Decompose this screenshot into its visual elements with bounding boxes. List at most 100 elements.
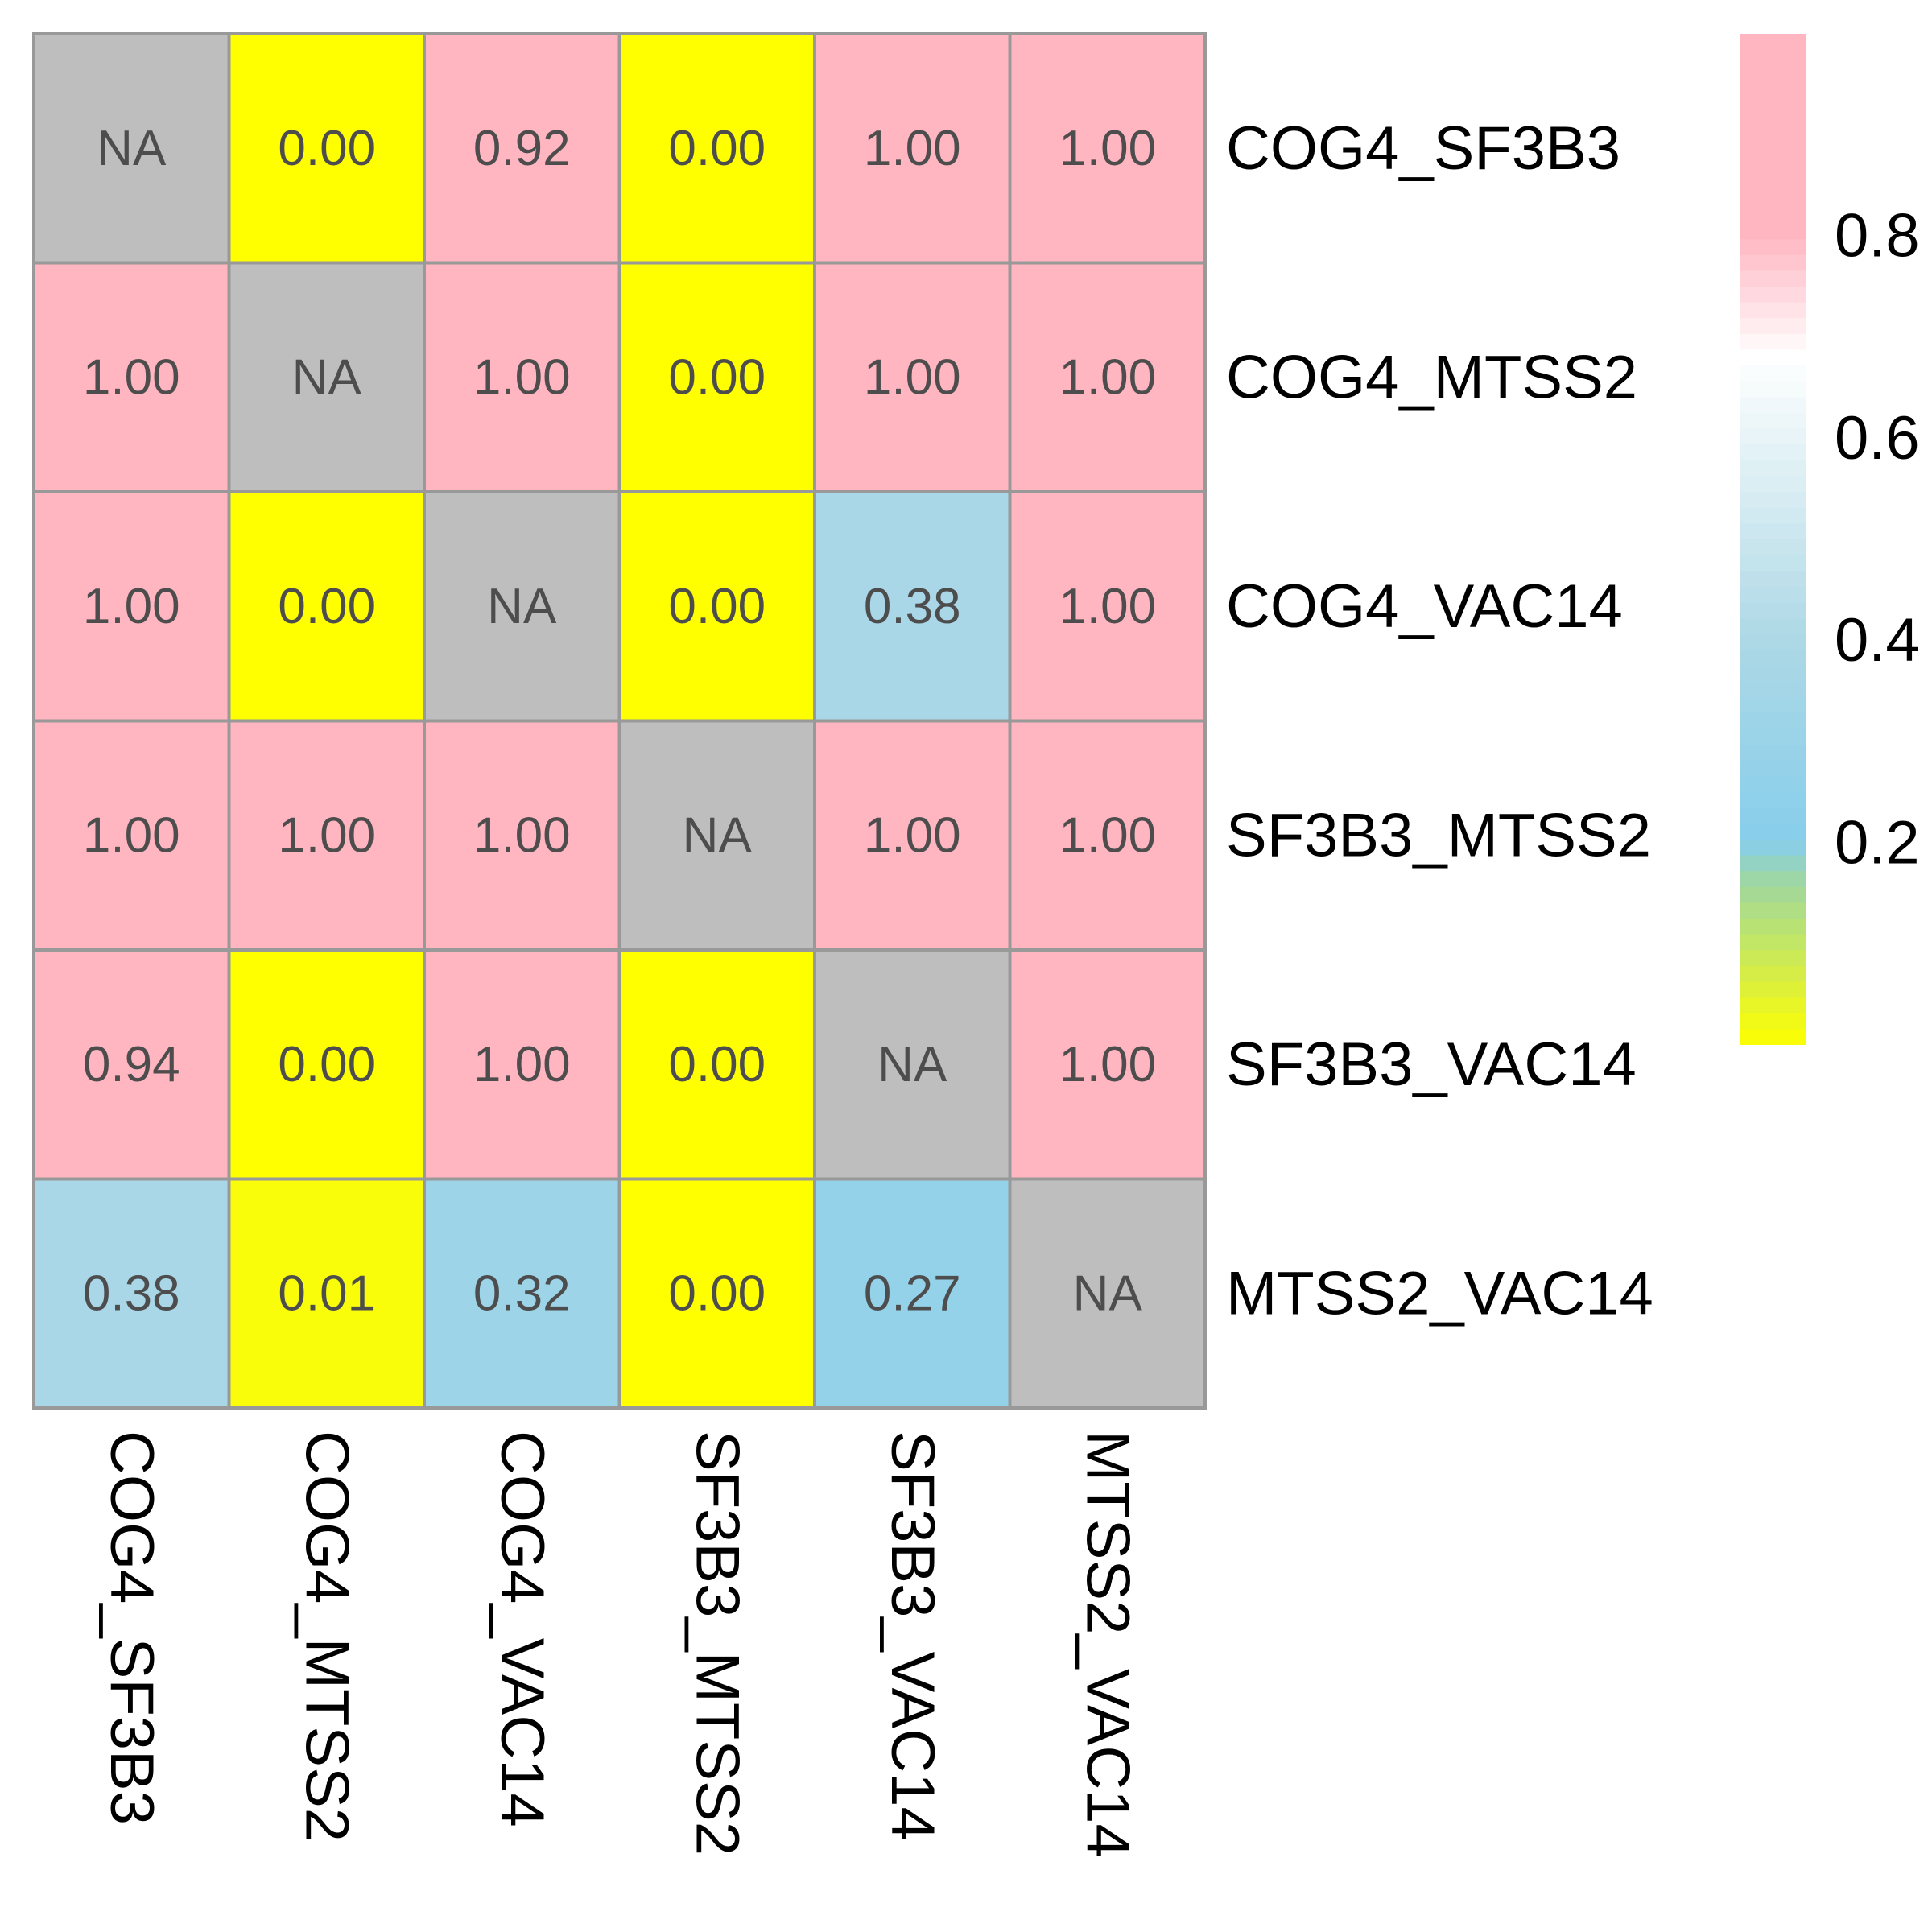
cell-value-label: 0.00	[668, 121, 766, 176]
legend-color-step	[1740, 681, 1806, 699]
legend-color-step	[1740, 697, 1806, 714]
heatmap-cells	[32, 32, 1207, 1410]
legend-color-step	[1740, 807, 1806, 825]
heatmap-cell	[423, 948, 621, 1181]
heatmap-cell	[227, 32, 426, 265]
legend-color-step	[1740, 397, 1806, 414]
heatmap-cell	[1008, 948, 1207, 1181]
cell-value-label: NA	[1073, 1265, 1143, 1321]
legend-color-step	[1740, 381, 1806, 398]
row-label: COG4_SF3B3	[1226, 114, 1620, 183]
legend-color-step	[1740, 997, 1806, 1014]
cell-value-label: 1.00	[1059, 1037, 1156, 1092]
legend-color-step	[1740, 950, 1806, 967]
cell-value-label: 1.00	[83, 579, 180, 634]
legend-color-step	[1740, 919, 1806, 935]
cell-value-label: 0.00	[278, 1037, 375, 1092]
legend-tick-label: 0.2	[1835, 808, 1920, 877]
legend-tick-label: 0.6	[1835, 404, 1920, 473]
row-label: COG4_MTSS2	[1226, 343, 1637, 411]
heatmap-cell	[813, 948, 1012, 1181]
legend-tick-label: 0.8	[1835, 202, 1920, 270]
heatmap-cell	[617, 1177, 816, 1410]
legend-color-step	[1740, 34, 1806, 51]
legend-color-step	[1740, 650, 1806, 667]
cell-value-label: 1.00	[864, 121, 961, 176]
heatmap-cell	[617, 261, 816, 493]
legend-color-step	[1740, 1013, 1806, 1030]
heatmap-cell	[423, 719, 621, 952]
cell-value-label: 1.00	[1059, 121, 1156, 176]
cell-value-label: 0.94	[83, 1037, 180, 1092]
legend-color-bar	[1740, 34, 1806, 1045]
heatmap-cell	[227, 261, 426, 493]
heatmap-cell	[617, 719, 816, 952]
legend-color-step	[1740, 49, 1806, 67]
legend-color-step	[1740, 287, 1806, 303]
heatmap-cell	[1008, 490, 1207, 723]
legend-color-step	[1740, 571, 1806, 588]
legend-color-step	[1740, 492, 1806, 509]
heatmap-cell	[32, 32, 231, 265]
column-label: SF3B3_MTSS2	[683, 1430, 751, 1856]
legend-color-step	[1740, 80, 1806, 98]
row-label: SF3B3_VAC14	[1226, 1030, 1637, 1099]
column-label: COG4_SF3B3	[97, 1430, 166, 1825]
legend-color-step	[1740, 634, 1806, 651]
cell-value-label: NA	[97, 121, 167, 176]
legend-color-step	[1740, 239, 1806, 256]
legend-color-step	[1740, 934, 1806, 952]
legend-color-step	[1740, 160, 1806, 177]
legend-color-step	[1740, 302, 1806, 320]
legend-color-step	[1740, 192, 1806, 208]
cell-value-label: 1.00	[473, 1037, 571, 1092]
legend-color-step	[1740, 333, 1806, 351]
legend-color-step	[1740, 839, 1806, 857]
cell-value-label: 1.00	[1059, 349, 1156, 405]
column-label: COG4_MTSS2	[292, 1430, 361, 1842]
cell-value-label: 1.00	[473, 349, 571, 405]
row-labels: COG4_SF3B3 COG4_MTSS2 COG4_VAC14 SF3B3_MTSS…	[1226, 114, 1653, 1328]
legend-color-step	[1740, 712, 1806, 730]
cell-value-label: 0.32	[473, 1265, 571, 1321]
row-label: COG4_VAC14	[1226, 572, 1623, 641]
legend-color-step	[1740, 1029, 1806, 1045]
cell-value-label: 1.00	[473, 807, 571, 863]
legend-color-step	[1740, 729, 1806, 746]
heatmap-cell-labels: NA 0.00 0.92 0.00 1.00 1.00 1.00 NA 1.00 0.00 1.00…	[83, 121, 1156, 1322]
heatmap-cell	[617, 490, 816, 723]
cell-value-label: 0.00	[668, 1265, 766, 1321]
legend-color-step	[1740, 666, 1806, 683]
column-label: COG4_VAC14	[488, 1430, 556, 1827]
heatmap-cell	[813, 490, 1012, 723]
legend-color-step	[1740, 902, 1806, 919]
heatmap-cell	[1008, 1177, 1207, 1410]
cell-value-label: 0.01	[278, 1265, 375, 1321]
legend-color-step	[1740, 270, 1806, 287]
legend-color-step	[1740, 207, 1806, 225]
legend-color-step	[1740, 855, 1806, 873]
cell-value-label: 1.00	[1059, 579, 1156, 634]
cell-value-label: 0.38	[864, 579, 961, 634]
cell-value-label: 0.00	[668, 1037, 766, 1092]
legend-color-step	[1740, 128, 1806, 146]
legend-color-step	[1740, 444, 1806, 461]
legend-color-step	[1740, 365, 1806, 382]
legend-color-step	[1740, 981, 1806, 999]
legend-color-step	[1740, 507, 1806, 525]
row-label: MTSS2_VAC14	[1226, 1259, 1653, 1327]
heatmap-cell	[32, 1177, 231, 1410]
legend-color-step	[1740, 965, 1806, 983]
legend-color-step	[1740, 113, 1806, 130]
legend-color-step	[1740, 539, 1806, 556]
heatmap-cell	[813, 719, 1012, 952]
cell-value-label: NA	[877, 1037, 947, 1092]
cell-value-label: NA	[487, 579, 557, 634]
legend-color-step	[1740, 760, 1806, 778]
legend-color-step	[1740, 586, 1806, 604]
cell-value-label: 0.00	[668, 349, 766, 405]
cell-value-label: 0.00	[278, 579, 375, 634]
heatmap-cell	[1008, 719, 1207, 952]
legend-color-step	[1740, 523, 1806, 540]
legend-color-step	[1740, 871, 1806, 888]
